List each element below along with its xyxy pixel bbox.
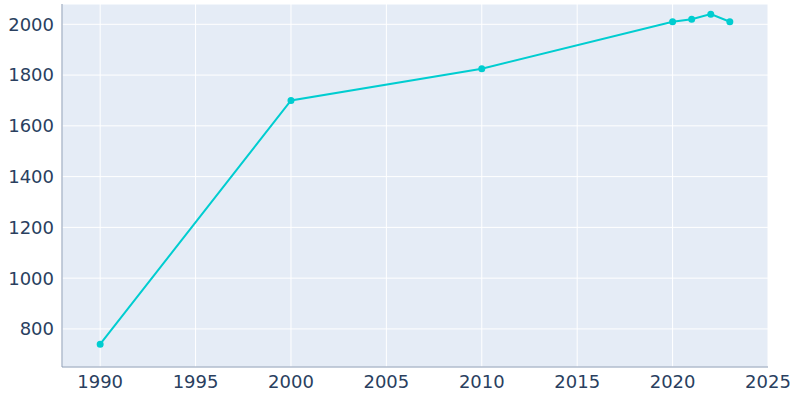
svg-text:1200: 1200 <box>8 217 54 238</box>
svg-text:1990: 1990 <box>77 371 123 392</box>
svg-text:1000: 1000 <box>8 268 54 289</box>
svg-text:2000: 2000 <box>8 14 54 35</box>
svg-text:1400: 1400 <box>8 166 54 187</box>
svg-text:1600: 1600 <box>8 115 54 136</box>
svg-text:2010: 2010 <box>459 371 505 392</box>
svg-text:800: 800 <box>20 318 54 339</box>
svg-text:2015: 2015 <box>554 371 600 392</box>
svg-text:2000: 2000 <box>268 371 314 392</box>
svg-text:2005: 2005 <box>363 371 409 392</box>
svg-text:1995: 1995 <box>173 371 219 392</box>
svg-text:1800: 1800 <box>8 64 54 85</box>
svg-text:2025: 2025 <box>745 371 791 392</box>
svg-text:2020: 2020 <box>650 371 696 392</box>
